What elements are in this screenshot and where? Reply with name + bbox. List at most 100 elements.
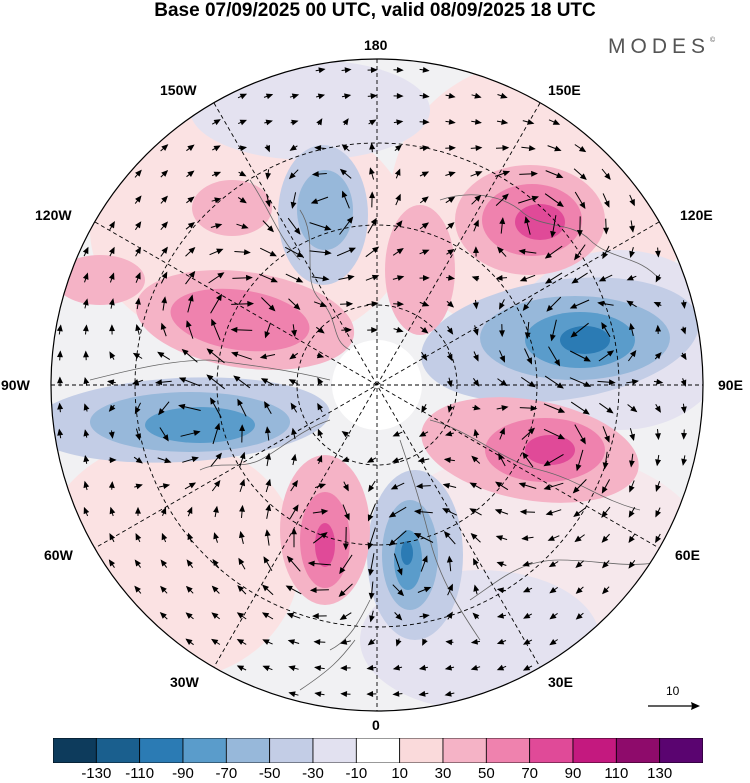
wind-arrow-head	[606, 350, 615, 357]
wind-arrow-head	[575, 613, 583, 620]
wind-arrow-head	[341, 431, 349, 438]
wind-arrow-head	[470, 638, 479, 645]
wind-arrow-head	[161, 195, 168, 203]
wind-arrow-head	[495, 481, 503, 488]
wind-arrow-head	[135, 483, 143, 490]
wind-arrow-head	[265, 452, 272, 460]
wind-arrow-head	[162, 434, 169, 442]
wind-arrow-head	[421, 222, 430, 229]
wind-arrow-head	[496, 561, 504, 568]
wind-arrow-head	[655, 535, 662, 544]
wind-arrow-head	[264, 529, 271, 537]
colorbar-tick-label: 30	[434, 765, 452, 782]
wind-arrow-head	[158, 408, 165, 416]
wind-arrow-head	[214, 197, 222, 204]
wind-arrow-head	[519, 508, 527, 515]
wind-arrow-head	[340, 665, 347, 671]
wind-arrow-head	[494, 508, 503, 515]
wind-arrow-head	[396, 326, 404, 333]
wind-arrow-head	[366, 456, 375, 463]
wind-arrow-head	[339, 566, 346, 575]
wind-arrow-head	[413, 508, 421, 515]
wind-arrow-head	[395, 220, 403, 228]
wind-arrow-head	[82, 324, 89, 332]
wind-arrow-head	[214, 422, 221, 431]
wind-arrow-head	[601, 535, 609, 543]
wind-arrow-head	[417, 457, 425, 463]
wind-arrow-head	[108, 298, 115, 306]
wind-arrow-head	[680, 301, 687, 309]
wind-arrow-head	[369, 119, 377, 126]
wind-arrow-head	[543, 484, 551, 491]
wind-arrow-head	[582, 408, 590, 415]
wind-arrow-head	[471, 455, 479, 463]
colorbar-tick-label: -50	[258, 765, 281, 782]
wind-arrow-head	[422, 613, 430, 620]
wind-arrow-head	[178, 403, 186, 410]
wind-arrow-head	[574, 535, 582, 543]
wind-arrow-head	[213, 480, 221, 488]
wind-arrow-head	[109, 324, 115, 332]
wind-arrow-head	[655, 324, 662, 332]
wind-arrow-head	[239, 197, 247, 204]
wind-arrow-head	[446, 353, 453, 362]
wind-arrow-head	[502, 170, 511, 177]
wind-arrow-head	[497, 246, 504, 254]
wind-arrow-head	[447, 583, 453, 592]
wind-arrow-head	[369, 191, 376, 199]
wind-arrow-head	[160, 507, 167, 515]
wind-arrow-head	[654, 405, 661, 413]
wind-arrow-head	[473, 557, 479, 566]
wind-arrow-head	[629, 350, 637, 358]
wind-arrow-head	[369, 615, 375, 623]
wind-arrow-head	[421, 196, 429, 203]
wind-arrow-head	[549, 334, 556, 342]
wind-arrow-head	[291, 119, 299, 126]
wind-arrow-head	[473, 354, 479, 362]
wind-arrow-head	[239, 504, 246, 512]
colorbar-swatch	[399, 738, 444, 763]
wind-arrow-head	[295, 276, 304, 283]
wind-arrow-head	[397, 589, 405, 597]
colorbar-tick-label: -110	[125, 765, 155, 782]
wind-arrow-head	[626, 300, 634, 307]
colorbar-tick-label: -70	[215, 765, 238, 782]
wind-arrow-head	[544, 277, 553, 284]
wind-arrow-head	[265, 503, 272, 512]
wind-arrow-head	[307, 560, 315, 567]
wind-arrow-head	[527, 119, 535, 125]
wind-arrow-head	[388, 539, 396, 547]
wind-arrow-head	[603, 227, 610, 235]
wind-arrow-head	[498, 452, 505, 461]
wind-arrow-head	[341, 456, 350, 463]
wind-arrow-head	[546, 304, 554, 312]
wind-arrow-head	[656, 378, 664, 385]
colorbar-tick-label: 110	[604, 765, 629, 782]
wind-arrow-head	[239, 478, 246, 487]
wind-arrow-head	[135, 297, 141, 305]
wind-arrow-head	[342, 484, 349, 492]
wind-arrow-head	[346, 216, 354, 224]
wind-arrow-head	[421, 327, 429, 334]
wind-arrow-head	[211, 585, 219, 593]
wind-arrow-head	[187, 170, 195, 178]
wind-arrow-head	[187, 144, 195, 152]
wind-arrow-head	[571, 277, 579, 284]
wind-arrow-head	[528, 380, 536, 388]
wind-arrow-head	[474, 194, 482, 202]
wind-arrow-head	[368, 484, 375, 493]
wind-arrow-head	[423, 275, 430, 281]
lon-label-30e: 30E	[548, 674, 573, 690]
wind-arrow-head	[422, 92, 430, 99]
colorbar	[53, 738, 703, 763]
wind-arrow-head	[602, 251, 609, 260]
wind-arrow-head	[193, 430, 201, 436]
wind-arrow-head	[217, 272, 225, 279]
wind-arrow-head	[367, 542, 374, 550]
wind-arrow-head	[324, 224, 332, 231]
wind-arrow-head	[526, 357, 533, 365]
colorbar-tick-label: 90	[564, 765, 582, 782]
wind-arrow-head	[554, 359, 561, 367]
wind-arrow-head	[472, 302, 479, 310]
wind-arrow-head	[447, 196, 456, 203]
